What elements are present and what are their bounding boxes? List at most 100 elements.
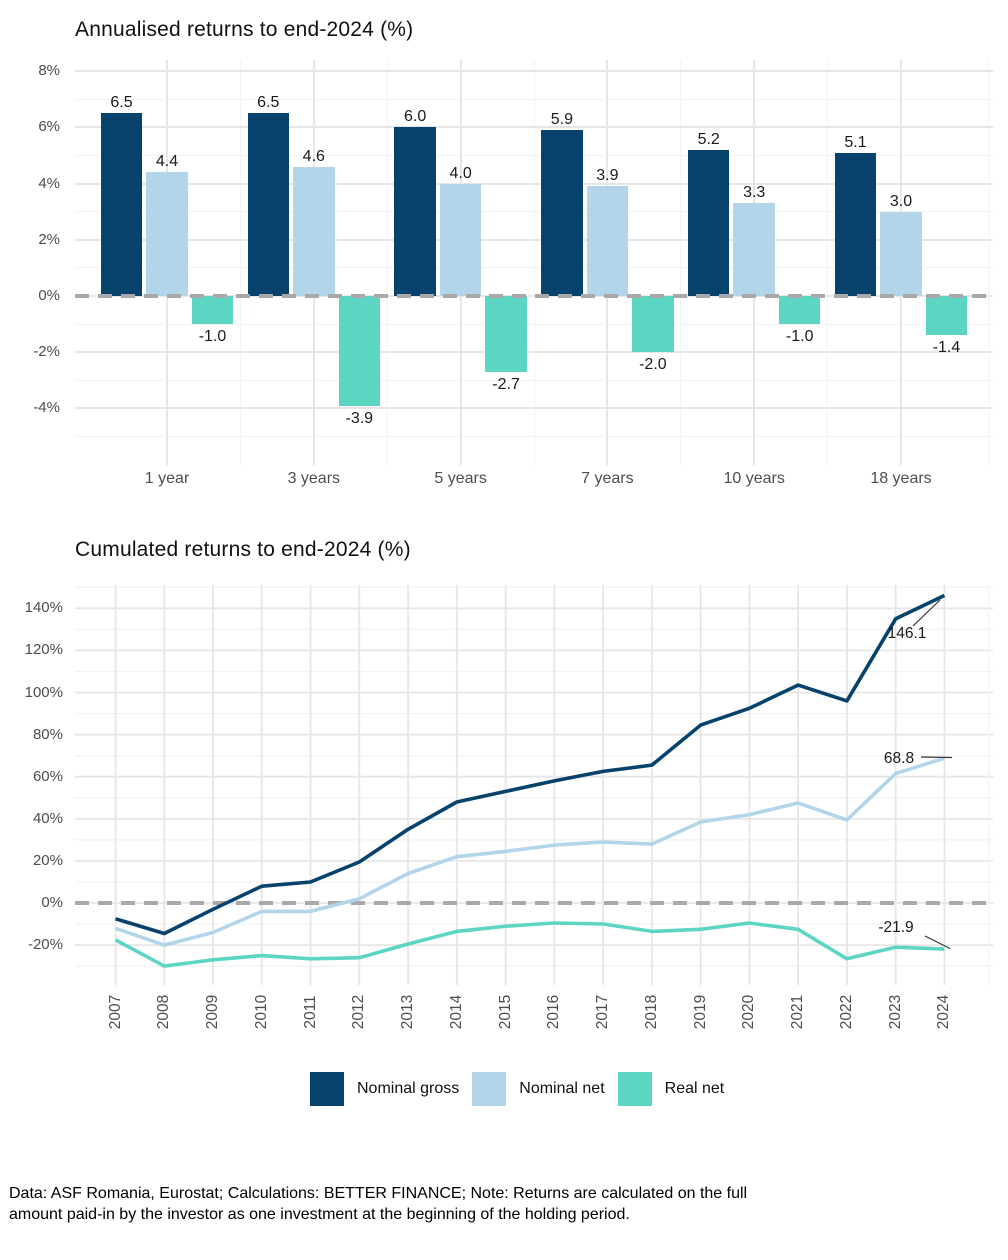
grid-line-h-minor [75,323,993,325]
y-axis-tick-label: 60% [32,767,63,785]
x-axis-year-label: 2008 [155,994,173,1030]
x-axis-category-label: 3 years [287,470,341,487]
bar [778,296,821,325]
bar [338,296,381,406]
y-axis-tick-label: 2% [38,230,60,248]
bar-value-label: 3.0 [889,192,913,210]
y-axis-tick-label: 140% [24,599,63,617]
y-axis-tick-label: -20% [27,936,63,954]
bar-value-label: 3.9 [596,167,619,185]
end-label: 146.1 [888,625,927,642]
x-axis-year-label: 2018 [642,994,660,1030]
y-axis-tick-label: 100% [24,683,63,701]
y-axis-tick-label: 6% [38,118,60,136]
bar [394,127,436,296]
grid-line-v-minor [680,60,682,465]
x-axis-year-label: 2007 [106,994,124,1030]
bar-value-label: 6.5 [257,94,280,112]
bar-value-label: -1.0 [785,328,814,346]
end-label-leader-line [924,935,951,950]
bar-value-label: 6.5 [110,94,133,112]
x-axis-category-label: 1 year [144,470,190,487]
legend-item-nominal-net: Nominal net [472,1072,605,1106]
source-note: Data: ASF Romania, Eurostat; Calculation… [9,1183,889,1225]
grid-line-h-major [75,182,993,185]
series-line-real-net [114,921,945,968]
grid-line-h-major [75,238,993,241]
bar [925,296,968,336]
legend-label: Nominal net [519,1080,605,1097]
x-axis-year-label: 2017 [594,994,612,1030]
x-axis-year-label: 2013 [399,994,417,1030]
legend-label: Nominal gross [357,1080,460,1097]
grid-line-h-minor [75,98,993,100]
x-axis-year-label: 2014 [447,994,465,1030]
x-axis-year-label: 2023 [886,994,904,1030]
grid-line-h-minor [75,267,993,269]
x-axis-year-label: 2020 [740,994,758,1030]
source-note-line: amount paid-in by the investor as one in… [9,1206,630,1223]
grid-line-h-minor [75,155,993,156]
bar-chart-title: Annualised returns to end-2024 (%) [75,18,414,41]
grid-line-h-minor [75,211,993,213]
bar [100,113,143,296]
x-axis-year-label: 2012 [350,994,368,1030]
legend-label: Real net [664,1080,725,1097]
x-axis-category-label: 7 years [581,470,634,487]
grid-line-h-major [75,70,993,73]
y-axis-tick-label: 20% [32,851,63,869]
bar [439,183,482,296]
x-axis-year-label: 2022 [837,994,855,1030]
x-axis-year-label: 2009 [204,994,222,1030]
series-line-nominal-gross [114,593,946,936]
bar-value-label: 4.0 [449,164,472,182]
end-label: -21.9 [878,919,913,936]
x-axis-year-label: 2015 [496,994,514,1030]
end-label: 68.8 [884,750,914,767]
grid-line-v-minor [988,60,989,465]
bar-value-label: 5.9 [550,111,574,129]
real-net-swatch [617,1072,652,1106]
x-axis-category-label: 10 years [723,470,785,487]
end-label-leader-line [912,599,941,627]
bar-value-label: -2.0 [639,356,667,374]
bar-value-label: -3.9 [345,409,374,427]
grid-line-h-minor [75,379,993,381]
end-label-leader-line [920,756,953,759]
y-axis-tick-label: -2% [33,343,60,361]
bar-value-label: 4.6 [302,147,325,165]
legend: Nominal gross Nominal net Real net [310,1072,724,1106]
x-axis-category-label: 18 years [870,470,932,487]
bar-value-label: 6.0 [403,108,427,126]
bar-value-label: -2.7 [492,375,520,393]
grid-line-h-major [75,126,993,129]
source-note-line: Data: ASF Romania, Eurostat; Calculation… [9,1185,748,1202]
bar-value-label: -1.4 [932,339,961,357]
bar-value-label: 4.4 [155,153,179,171]
x-axis-year-label: 2016 [545,994,563,1030]
x-axis-year-label: 2011 [301,995,319,1029]
y-axis-tick-label: 8% [38,62,60,80]
series-line-nominal-net [114,756,945,947]
x-axis-year-label: 2019 [691,994,709,1030]
x-axis-year-label: 2024 [935,994,953,1030]
grid-line-v-minor [533,60,535,465]
bar [632,296,674,353]
y-axis-tick-label: 40% [32,809,63,827]
y-axis-tick-label: 4% [38,174,60,192]
grid-line-v-minor [386,60,388,465]
bar [485,296,527,372]
bar [834,152,877,296]
bar [687,149,730,296]
grid-line-v-minor [239,60,241,465]
legend-item-real-net: Real net [617,1072,725,1106]
x-axis-year-label: 2021 [789,994,807,1030]
bar [146,172,188,296]
x-axis-year-label: 2010 [252,994,270,1030]
grid-line-v-minor [827,60,829,465]
bar [293,166,335,296]
y-axis-tick-label: 120% [24,641,63,659]
nominal-gross-swatch [310,1072,344,1106]
x-axis-category-label: 5 years [434,470,487,487]
